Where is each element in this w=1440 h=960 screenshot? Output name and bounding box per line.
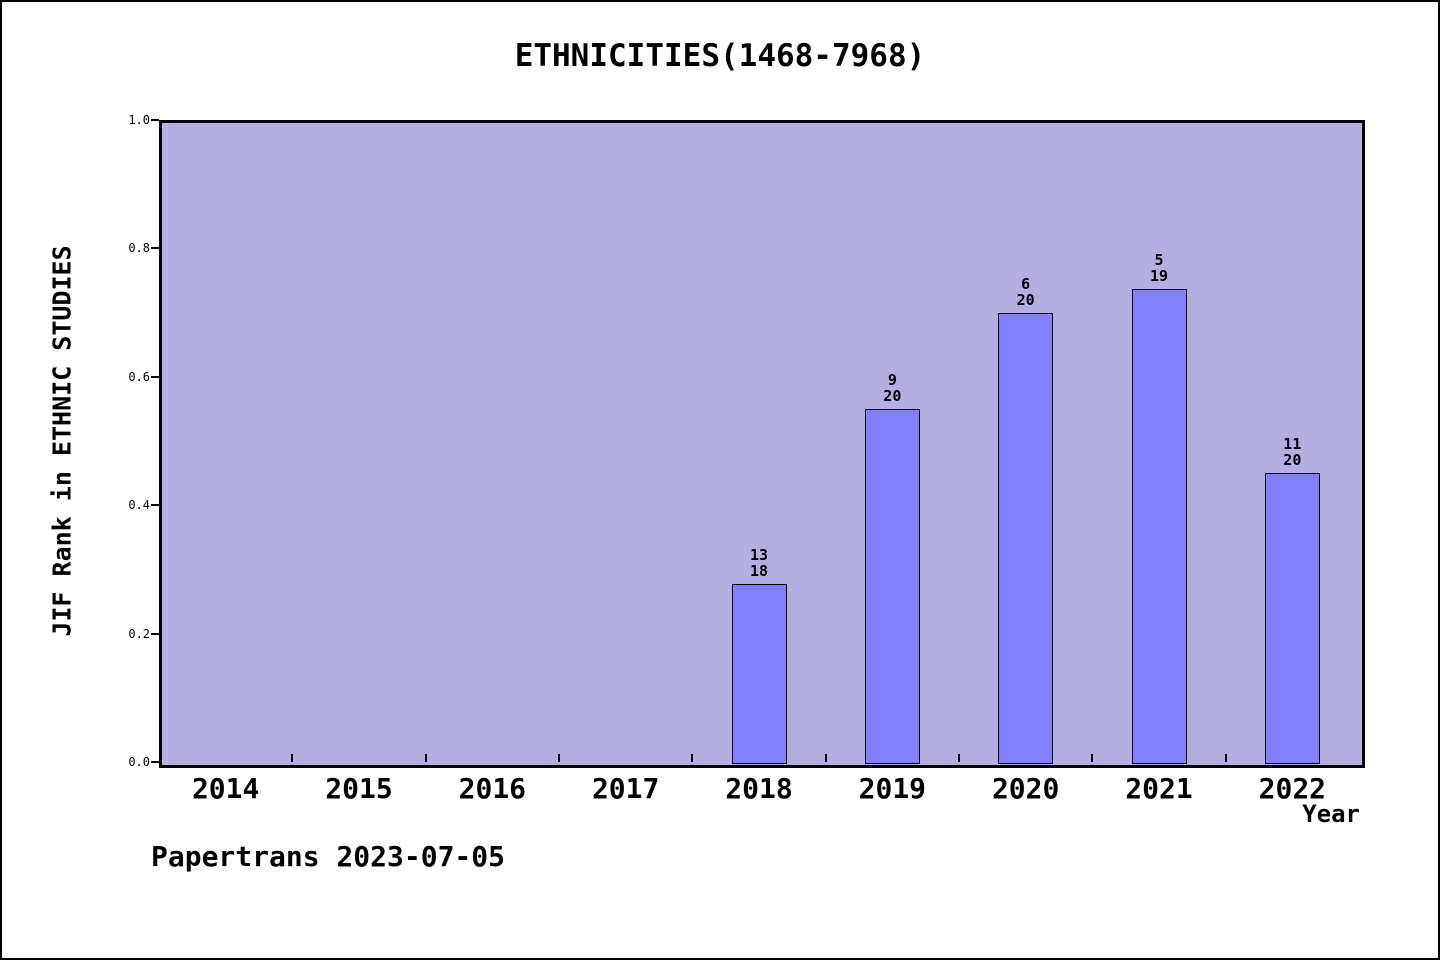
x-tick-label-2022: 2022 (1258, 772, 1327, 805)
y-tick-mark (151, 761, 159, 763)
bar-value-label-2020: 6 20 (1016, 274, 1035, 309)
y-tick-label: 0.4 (128, 498, 150, 513)
x-tick-mark (1224, 754, 1227, 762)
bar-value-label-2021: 5 19 (1149, 250, 1169, 285)
x-tick-label-2019: 2019 (858, 772, 927, 805)
x-tick-mark (958, 754, 960, 762)
x-tick-mark (691, 754, 694, 762)
bar-2018 (731, 583, 787, 764)
y-axis-title-text: JIF Rank in ETHNIC STUDIES (47, 245, 77, 637)
y-tick-label: 1.0 (128, 113, 150, 127)
bar-2020 (998, 312, 1054, 764)
x-tick-label-2020: 2020 (991, 772, 1060, 805)
bar-value-label-2018: 13 18 (749, 545, 769, 580)
y-tick-mark (151, 119, 159, 121)
y-tick-label: 0.8 (128, 241, 150, 256)
y-tick-mark (151, 632, 159, 635)
x-tick-label-2021: 2021 (1125, 772, 1193, 805)
x-tick-label-2014: 2014 (191, 772, 260, 805)
y-tick-mark (151, 504, 159, 507)
bar-value-label-2019: 9 20 (883, 370, 902, 405)
bar-2022 (1264, 473, 1320, 764)
chart-title: ETHNICITIES(1468-7968) (514, 38, 926, 74)
y-tick-label: 0.6 (128, 369, 150, 384)
y-tick-mark (151, 247, 159, 250)
bar-2021 (1131, 288, 1187, 764)
x-tick-label-2017: 2017 (591, 772, 660, 805)
x-tick-mark (424, 754, 427, 762)
x-axis-title: Year (1302, 800, 1360, 828)
x-tick-mark (824, 754, 827, 762)
bar-value-label-2022: 11 20 (1283, 435, 1302, 470)
y-tick-mark (151, 375, 159, 378)
y-tick-label: 0.2 (128, 626, 150, 641)
x-tick-label-2016: 2016 (458, 772, 527, 805)
x-tick-label-2015: 2015 (325, 772, 393, 805)
x-tick-mark (558, 754, 560, 762)
bar-2019 (864, 408, 920, 764)
y-tick-label: 0.0 (128, 755, 150, 769)
x-tick-mark (291, 754, 294, 762)
watermark-date-text: Papertrans 2023-07-05 (151, 840, 506, 873)
x-tick-mark (1091, 754, 1094, 762)
x-tick-label-2018: 2018 (725, 772, 793, 805)
